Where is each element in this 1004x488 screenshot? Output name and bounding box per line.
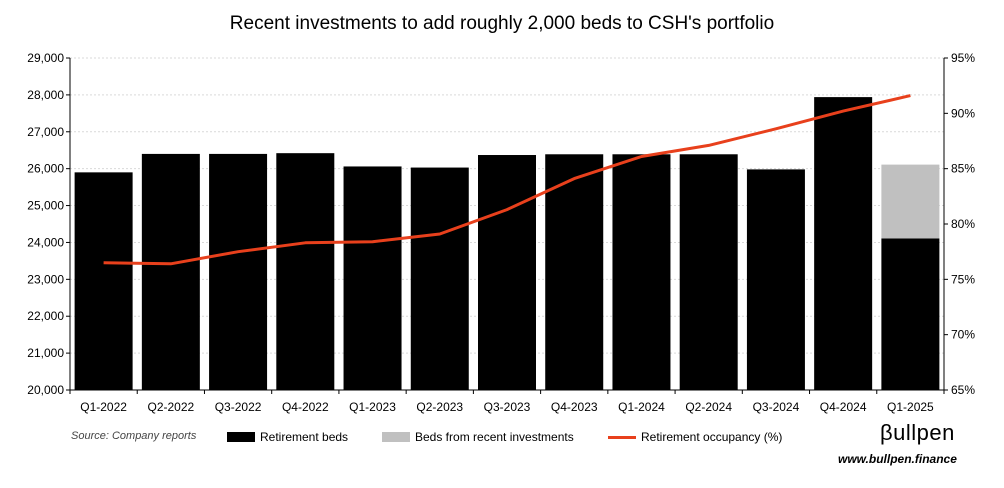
- x-tick-label: Q2-2023: [416, 400, 463, 414]
- left-tick-label: 20,000: [27, 383, 64, 397]
- x-tick-label: Q3-2022: [215, 400, 262, 414]
- x-tick-label: Q4-2022: [282, 400, 329, 414]
- legend-occupancy: Retirement occupancy (%): [608, 430, 782, 444]
- bar-retirement-beds: [410, 167, 469, 390]
- legend-swatch-black: [227, 432, 255, 442]
- line-retirement-occupancy: [103, 94, 911, 266]
- legend-swatch-grey: [382, 432, 410, 442]
- source-note: Source: Company reports: [71, 430, 197, 442]
- legend-swatch-line: [608, 435, 636, 439]
- left-tick-label: 26,000: [27, 162, 64, 176]
- legend-label: Beds from recent investments: [415, 430, 574, 444]
- x-tick-label: Q3-2023: [484, 400, 531, 414]
- bar-recent-investments: [881, 164, 940, 239]
- left-tick-label: 28,000: [27, 88, 64, 102]
- bar-retirement-beds: [746, 169, 805, 390]
- bar-retirement-beds: [814, 97, 873, 390]
- brand-url: www.bullpen.finance: [838, 452, 957, 466]
- right-tick-label: 85%: [951, 162, 975, 176]
- x-tick-label: Q2-2024: [685, 400, 732, 414]
- x-tick-label: Q2-2022: [147, 400, 194, 414]
- right-tick-label: 65%: [951, 383, 975, 397]
- legend-label: Retirement occupancy (%): [641, 430, 783, 444]
- chart-area: 20,000 21,000 22,000 23,000 24,000 25,000 26,0…: [27, 51, 975, 414]
- bar-retirement-beds: [343, 166, 402, 390]
- right-tick-label: 80%: [951, 217, 975, 231]
- bar-retirement-beds: [74, 172, 133, 390]
- x-tick-label: Q4-2024: [820, 400, 867, 414]
- legend-label: Retirement beds: [260, 430, 349, 444]
- left-tick-label: 22,000: [27, 309, 64, 323]
- x-tick-label: Q1-2025: [887, 400, 934, 414]
- bar-retirement-beds: [276, 153, 335, 390]
- x-tick-label: Q1-2023: [349, 400, 396, 414]
- right-tick-label: 90%: [951, 106, 975, 120]
- right-tick-label: 75%: [951, 272, 975, 286]
- chart-title: Recent investments to add roughly 2,000 …: [229, 13, 775, 34]
- brand-logo: βullpen: [880, 420, 955, 445]
- legend-retirement-beds: Retirement beds: [227, 430, 348, 444]
- x-tick-label: Q4-2023: [551, 400, 598, 414]
- right-tick-label: 95%: [951, 51, 975, 65]
- left-tick-label: 27,000: [27, 125, 64, 139]
- left-tick-label: 23,000: [27, 272, 64, 286]
- left-tick-label: 25,000: [27, 199, 64, 213]
- bar-retirement-beds: [612, 154, 671, 390]
- bar-retirement-beds: [209, 153, 268, 390]
- bar-retirement-beds: [478, 155, 536, 390]
- left-tick-label: 24,000: [27, 235, 64, 249]
- bar-retirement-beds: [881, 238, 940, 390]
- legend-recent-investments: Beds from recent investments: [382, 430, 574, 444]
- bar-retirement-beds: [545, 154, 604, 390]
- x-tick-label: Q1-2024: [618, 400, 665, 414]
- right-tick-label: 70%: [951, 328, 975, 342]
- x-tick-label: Q3-2024: [753, 400, 800, 414]
- bar-retirement-beds: [679, 154, 738, 390]
- left-tick-label: 29,000: [27, 51, 64, 65]
- left-tick-label: 21,000: [27, 346, 64, 360]
- x-tick-label: Q1-2022: [80, 400, 127, 414]
- bar-retirement-beds: [141, 153, 200, 390]
